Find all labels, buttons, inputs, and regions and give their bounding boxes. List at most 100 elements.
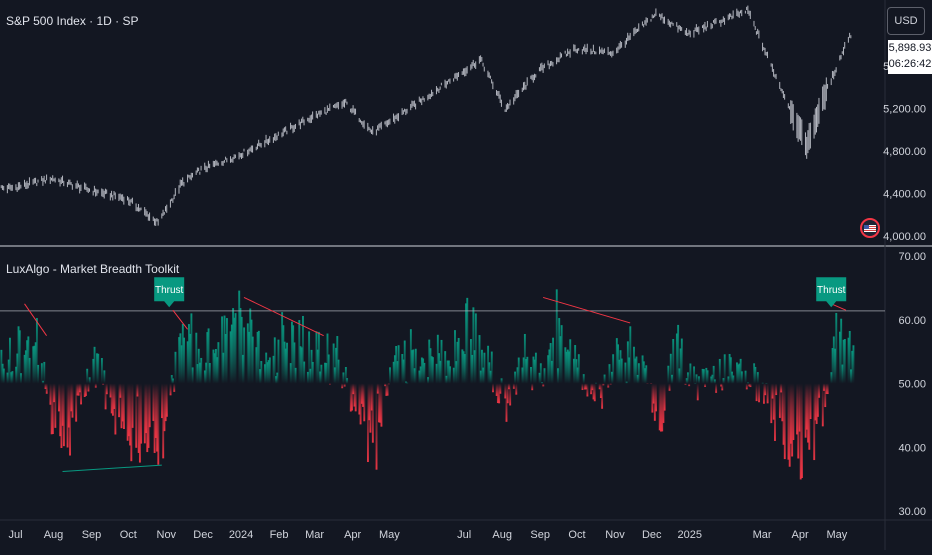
price-axis[interactable]: 5,600.005,200.004,800.004,400.004,000.00	[883, 61, 926, 243]
breadth-bar-up	[667, 366, 669, 384]
breadth-bar-up	[595, 383, 597, 384]
breadth-bar-up	[458, 338, 460, 384]
thrust-labels: Thrust Thrust	[154, 277, 846, 307]
breadth-bar-down	[750, 384, 752, 388]
breadth-bar-up	[719, 359, 721, 384]
time-tick-label: Sep	[530, 529, 550, 541]
thrust-label-text: Thrust	[817, 285, 846, 296]
breadth-bar-up	[320, 365, 322, 384]
breadth-bar-up	[672, 339, 674, 383]
indicator-title[interactable]: LuxAlgo - Market Breadth Toolkit	[6, 262, 179, 276]
breadth-bar-up	[757, 372, 759, 383]
breadth-bar-up	[698, 376, 700, 383]
breadth-bar-down	[792, 384, 794, 441]
bearish-divergence-line	[173, 310, 188, 329]
breadth-bar-up	[578, 354, 580, 383]
breadth-bar-up	[97, 354, 99, 384]
breadth-bar-up	[624, 363, 626, 384]
breadth-bar-up	[226, 318, 228, 383]
breadth-bar-down	[499, 384, 501, 394]
breadth-bar-down	[758, 384, 760, 403]
breadth-bar-down	[810, 384, 812, 420]
breadth-bar-up	[43, 362, 45, 384]
breadth-bar-up	[11, 371, 13, 383]
time-tick-label: Jul	[8, 529, 22, 541]
breadth-bar-up	[398, 345, 400, 383]
breadth-bar-down	[388, 384, 390, 385]
breadth-bar-up	[286, 343, 288, 384]
us-flag-icon[interactable]	[860, 218, 880, 238]
breadth-bar-up	[252, 337, 254, 384]
price-tick-label: 4,000.00	[883, 231, 926, 243]
breadth-bar-up	[518, 358, 520, 384]
breadth-bar-down	[132, 384, 134, 428]
breadth-bar-down	[157, 384, 159, 465]
time-tick-label: May	[379, 529, 400, 541]
breadth-bar-down	[380, 384, 382, 427]
breadth-bar-down	[801, 384, 803, 479]
breadth-bar-down	[721, 384, 723, 391]
breadth-bar-up	[277, 340, 279, 384]
price-series	[1, 6, 851, 226]
breadth-bar-up	[235, 313, 237, 383]
breadth-bar-down	[72, 384, 74, 418]
breadth-bar-up	[681, 339, 683, 384]
breadth-bar-up	[544, 368, 546, 383]
breadth-bar-down	[542, 384, 544, 387]
price-tick-label: 4,800.00	[883, 146, 926, 158]
flag-canton	[864, 225, 869, 229]
breadth-bar-up	[762, 383, 764, 384]
breadth-bar-down	[114, 384, 116, 435]
currency-button[interactable]: USD	[887, 7, 925, 35]
breadth-bar-down	[764, 384, 766, 396]
breadth-bar-down	[140, 384, 142, 444]
breadth-bar-up	[638, 363, 640, 383]
breadth-bar-up	[552, 338, 554, 384]
time-tick-label: 2024	[229, 529, 253, 541]
breadth-bar-up	[514, 372, 516, 384]
breadth-bar-down	[767, 384, 769, 404]
breadth-bar-up	[609, 364, 611, 383]
thrust-label-text: Thrust	[155, 285, 184, 296]
breadth-bar-up	[295, 368, 297, 384]
breadth-bar-down	[54, 384, 56, 428]
breadth-bar-down	[341, 384, 343, 389]
breadth-bar-down	[531, 384, 533, 391]
breadth-bar-up	[103, 370, 105, 383]
bar-countdown: 06:26:42	[888, 56, 932, 72]
breadth-bar-up	[707, 370, 709, 383]
indicator-tick-label: 50.00	[898, 379, 926, 391]
breadth-bar-up	[303, 362, 305, 384]
indicator-tick-label: 40.00	[898, 442, 926, 454]
breadth-bar-up	[243, 327, 245, 383]
breadth-bar-up	[535, 353, 537, 384]
breadth-bar-up	[483, 353, 485, 384]
breadth-bar-up	[172, 379, 174, 384]
breadth-bar-up	[745, 371, 747, 384]
time-tick-label: Jul	[457, 529, 471, 541]
time-tick-label: Oct	[120, 529, 137, 541]
breadth-bar-down	[355, 384, 357, 412]
breadth-bar-up	[541, 382, 543, 383]
breadth-bar-up	[526, 357, 528, 384]
breadth-bar-down	[601, 384, 603, 409]
breadth-bar-up	[404, 341, 406, 384]
time-tick-label: Dec	[193, 529, 213, 541]
breadth-bar-down	[594, 384, 596, 402]
breadth-bar-up	[714, 379, 716, 383]
breadth-area	[0, 289, 854, 479]
breadth-bar-up	[852, 345, 854, 383]
breadth-bar-down	[784, 384, 786, 460]
breadth-bar-up	[342, 372, 344, 383]
symbol-title[interactable]: S&P 500 Index · 1D · SP	[6, 14, 139, 28]
breadth-bar-down	[509, 384, 511, 406]
breadth-bar-up	[687, 372, 689, 383]
time-tick-label: May	[827, 529, 848, 541]
time-tick-label: Oct	[568, 529, 585, 541]
breadth-bar-up	[89, 377, 91, 383]
breadth-bar-up	[269, 357, 271, 383]
breadth-bar-down	[607, 384, 609, 388]
time-tick-label: Dec	[642, 529, 662, 541]
